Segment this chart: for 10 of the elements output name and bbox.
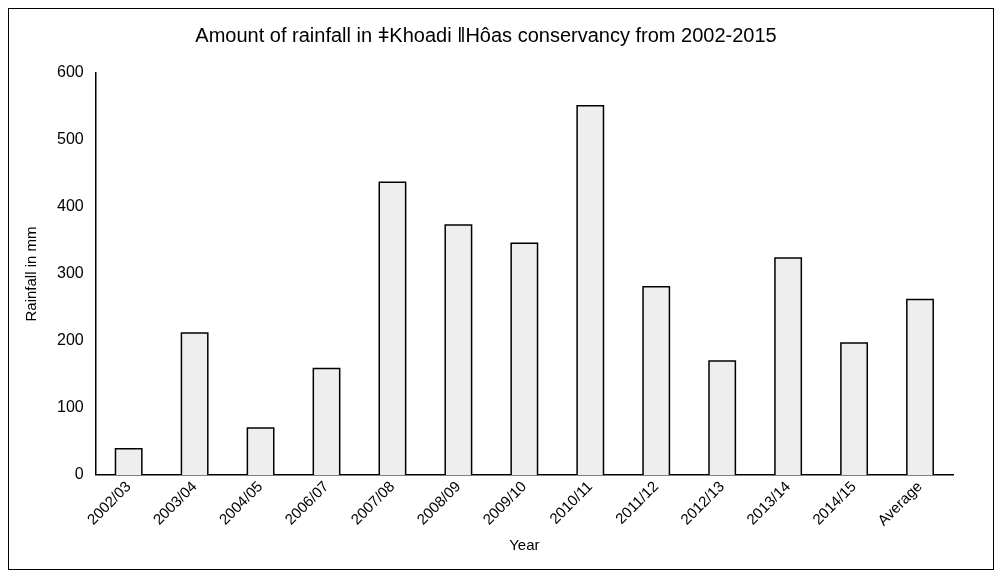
x-axis-title: Year: [509, 536, 540, 554]
y-tick-label: 200: [56, 331, 84, 349]
y-tick-label: 100: [56, 398, 84, 416]
y-tick-label: 400: [56, 197, 84, 215]
y-axis-title: Rainfall in mm: [22, 226, 40, 322]
y-tick-label: 500: [56, 130, 84, 148]
y-tick-label: 600: [56, 63, 84, 81]
y-tick-label: 0: [74, 465, 84, 483]
chart-title: Amount of rainfall in ǂKhoadi ǁHôas conservancy from 2002-2015: [195, 23, 777, 46]
y-tick-label: 300: [56, 264, 84, 282]
